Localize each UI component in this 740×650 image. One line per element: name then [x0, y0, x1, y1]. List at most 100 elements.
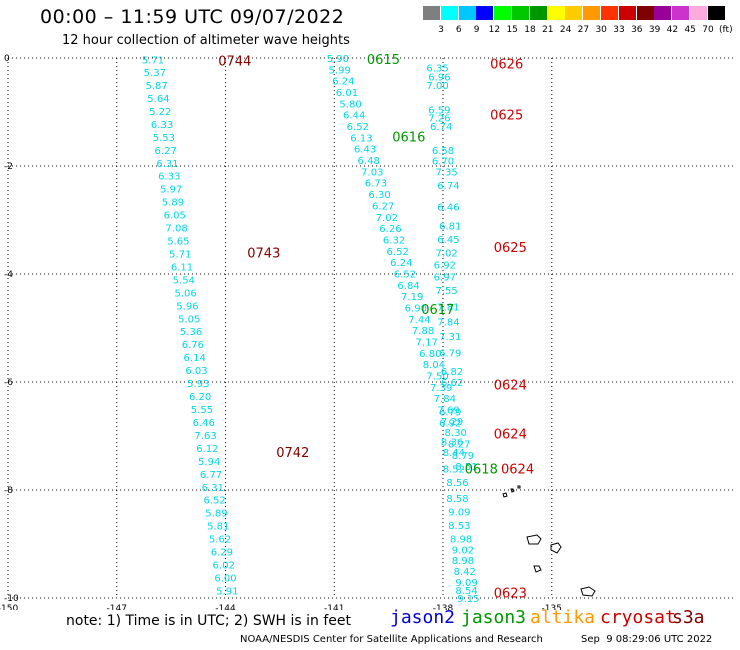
legend-jason2: jason2: [390, 607, 456, 628]
y-tick-label: -4: [4, 270, 13, 280]
wave-height-value: 5.05: [178, 314, 200, 325]
wave-height-value: 5.71: [142, 56, 164, 67]
wave-height-value: 7.84: [437, 318, 459, 329]
chart-subtitle: 12 hour collection of altimeter wave hei…: [62, 33, 350, 48]
wave-height-value: 6.29: [211, 548, 233, 559]
credit-line: NOAA/NESDIS Center for Satellite Applica…: [240, 634, 543, 645]
pass-time-label: 0624: [494, 427, 527, 442]
wave-height-value: 5.22: [149, 107, 171, 118]
color-scale-swatch: [654, 6, 672, 20]
wave-height-value: 5.93: [187, 379, 209, 390]
wave-height-value: 6.31: [202, 483, 224, 494]
island-outline: [526, 534, 542, 545]
wave-height-value: 5.94: [198, 457, 220, 468]
wave-height-value: 6.44: [343, 111, 365, 122]
wave-height-value: 5.64: [147, 94, 169, 105]
pass-time-label: 0625: [490, 109, 523, 124]
wave-height-value: 8.56: [446, 478, 468, 489]
color-scale-label: 24: [559, 25, 572, 35]
wave-height-value: 6.77: [200, 470, 222, 481]
wave-height-value: 8.58: [446, 494, 468, 505]
wave-height-value: 5.37: [144, 68, 166, 79]
color-scale-label: 45: [684, 25, 696, 35]
wave-height-value: 8.52: [443, 464, 465, 475]
y-tick-label: -2: [4, 162, 13, 172]
wave-height-value: 7.02: [376, 213, 398, 224]
wave-height-value: 9.09: [448, 508, 470, 519]
y-tick-label: -10: [4, 594, 19, 604]
wave-height-value: 5.80: [339, 99, 361, 110]
island-outline: [580, 586, 596, 597]
color-scale-label: 27: [577, 25, 590, 35]
island-outline: [510, 488, 515, 493]
wave-height-value: 7.88: [412, 326, 434, 337]
wave-height-value: 6.33: [158, 172, 180, 183]
wave-height-value: 6.62: [441, 378, 463, 389]
color-scale-swatch: [618, 6, 636, 20]
wave-height-value: 5.36: [180, 327, 202, 338]
color-scale-swatch: [458, 6, 476, 20]
wave-height-value: 5.96: [176, 301, 198, 312]
wave-height-value: 6.48: [358, 156, 380, 167]
color-scale-swatch: [690, 6, 707, 20]
wave-height-value: 5.81: [207, 522, 229, 533]
wave-height-value: 6.70: [432, 157, 454, 168]
wave-height-value: 6.59: [428, 105, 450, 116]
wave-height-value: 5.89: [205, 509, 227, 520]
wave-height-value: 8.54: [455, 586, 477, 597]
x-tick-label: -135: [542, 604, 562, 610]
wave-height-value: 6.00: [214, 573, 236, 584]
wave-height-value: 7.02: [435, 248, 457, 259]
pass-time-label: 0625: [494, 241, 527, 256]
wave-height-value: 6.01: [336, 88, 358, 99]
wave-height-value: 8.98: [452, 556, 474, 567]
wave-height-value: 5.62: [209, 535, 231, 546]
wave-height-value: 6.52: [203, 496, 225, 507]
wave-height-value: 5.53: [153, 133, 175, 144]
wave-height-value: 8.30: [445, 428, 467, 439]
color-scale-label: 42: [666, 25, 679, 35]
wave-height-value: 6.52: [394, 269, 416, 280]
wave-height-value: 6.76: [182, 340, 204, 351]
wave-height-value: 7.84: [434, 394, 456, 405]
color-scale-swatch: [512, 6, 529, 20]
pass-time-label: 0743: [247, 246, 280, 261]
island-outline: [533, 565, 542, 573]
wave-height-value: 7.44: [408, 315, 430, 326]
wave-height-value: 7.39: [430, 383, 452, 394]
wave-height-value: 6.82: [441, 367, 463, 378]
wave-height-value: 7.55: [435, 286, 457, 297]
wave-height-value: 8.04: [423, 360, 445, 371]
wave-height-value: 6.90: [405, 303, 427, 314]
altimeter-plot: -150 -147 -144 -141 -138 -135 0 -2 -4 -6 -8 -10 5.71…: [0, 53, 733, 610]
wave-height-value: 6.84: [397, 281, 419, 292]
color-scale-label: 36: [631, 25, 643, 35]
island-outline: [550, 542, 562, 554]
pass-time-label: 0624: [494, 379, 527, 394]
wave-height-value: 6.13: [350, 133, 372, 144]
wave-height-value: 7.00: [426, 81, 448, 92]
x-tick-label: -147: [107, 604, 127, 610]
wave-height-value: 6.27: [155, 146, 177, 157]
wave-height-value: 8.44: [443, 448, 465, 459]
color-scale-label: 15: [506, 25, 518, 35]
wave-height-value: 5.91: [216, 586, 238, 597]
wave-height-value: 7.35: [435, 167, 457, 178]
color-scale-unit: (ft): [719, 25, 733, 35]
wave-height-value: 6.74: [437, 181, 459, 192]
wave-height-value: 6.92: [434, 260, 456, 271]
wave-height-value: 9.02: [452, 545, 474, 556]
wave-height-value: 6.02: [213, 561, 235, 572]
wave-height-value: 6.05: [164, 211, 186, 222]
chart-title: 00:00 – 11:59 UTC 09/07/2022: [40, 6, 345, 28]
wave-height-value: 5.54: [173, 275, 195, 286]
wave-height-value: 5.97: [160, 185, 182, 196]
wave-height-value: 8.51: [455, 462, 477, 473]
wave-height-value: 8.98: [450, 535, 472, 546]
wave-height-value: 7.03: [361, 167, 383, 178]
wave-height-value: 6.26: [379, 224, 401, 235]
pass-time-label: 0617: [421, 303, 454, 318]
color-scale-label: 70: [702, 25, 714, 35]
pass-time-label: 0742: [276, 446, 309, 461]
color-scale-swatch: [636, 6, 654, 20]
